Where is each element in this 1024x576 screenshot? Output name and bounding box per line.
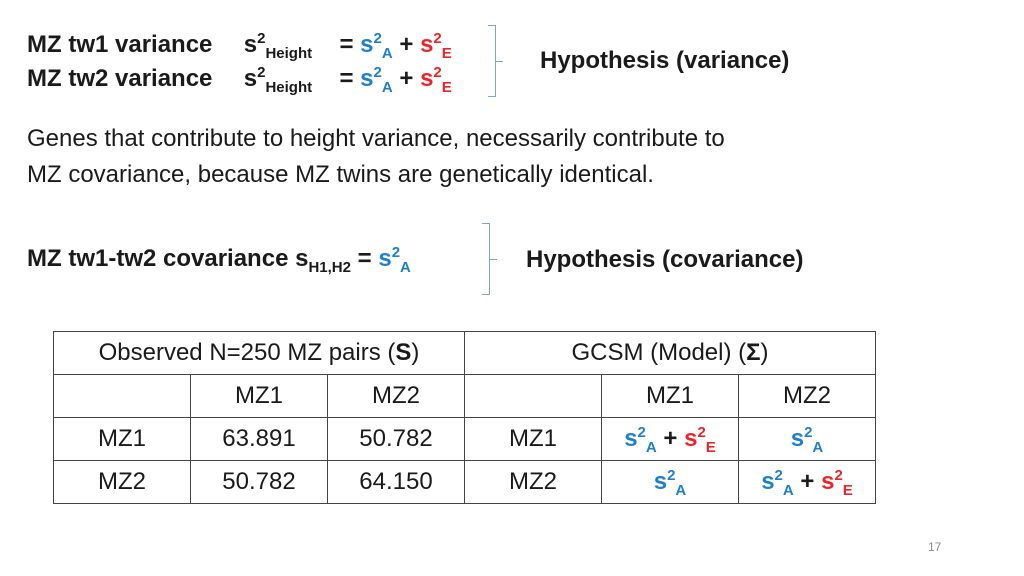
covariance-label: MZ tw1-tw2 covariance s	[27, 245, 309, 272]
table-cell: MZ2	[738, 374, 876, 418]
covariance-table: Observed N=250 MZ pairs (S) GCSM (Model)…	[53, 331, 876, 504]
table-cell: MZ2	[464, 460, 602, 504]
table-row: MZ1 MZ2 MZ1 MZ2	[53, 374, 876, 418]
table-header-row: Observed N=250 MZ pairs (S) GCSM (Model)…	[53, 331, 876, 375]
table-cell: MZ1	[464, 417, 602, 461]
table-cell	[464, 374, 602, 418]
explanation-line-2: MZ covariance, because MZ twins are gene…	[27, 161, 654, 188]
equation-tw2-variance: MZ tw2 variance s2Height = s2A + s2E	[27, 64, 452, 96]
table-cell: 63.891	[190, 417, 328, 461]
table-row: MZ2 50.782 64.150 MZ2 s2A s2A + s2E	[53, 460, 876, 504]
table-cell: s2A	[738, 417, 876, 461]
equation-label: MZ tw2 variance	[27, 65, 213, 92]
equation-covariance: MZ tw1-tw2 covariance sH1,H2 = s2A	[27, 244, 411, 276]
table-cell: s2A + s2E	[738, 460, 876, 504]
equation-tw1-variance: MZ tw1 variance s2Height = s2A + s2E	[27, 30, 452, 62]
model-header: GCSM (Model) (Σ)	[464, 331, 876, 375]
symbol-s: s	[243, 31, 258, 58]
table-cell: s2A	[601, 460, 739, 504]
hypothesis-covariance-label: Hypothesis (covariance)	[526, 246, 804, 273]
table-cell: MZ2	[327, 374, 465, 418]
equation-label: MZ tw1 variance	[27, 31, 213, 58]
table-cell: s2A + s2E	[601, 417, 739, 461]
table-cell: 50.782	[327, 417, 465, 461]
table-cell	[53, 374, 191, 418]
page-number: 17	[928, 540, 942, 554]
table-cell: MZ1	[190, 374, 328, 418]
table-row: MZ1 63.891 50.782 MZ1 s2A + s2E s2A	[53, 417, 876, 461]
brace-covariance	[482, 223, 497, 295]
symbol-s: s	[243, 65, 258, 92]
table-cell: 64.150	[327, 460, 465, 504]
table-cell: MZ1	[53, 417, 191, 461]
hypothesis-variance-label: Hypothesis (variance)	[540, 47, 790, 74]
brace-variance	[488, 25, 503, 97]
table-cell: MZ1	[601, 374, 739, 418]
observed-header: Observed N=250 MZ pairs (S)	[53, 331, 465, 375]
table-cell: MZ2	[53, 460, 191, 504]
table-cell: 50.782	[190, 460, 328, 504]
explanation-line-1: Genes that contribute to height variance…	[27, 125, 725, 152]
